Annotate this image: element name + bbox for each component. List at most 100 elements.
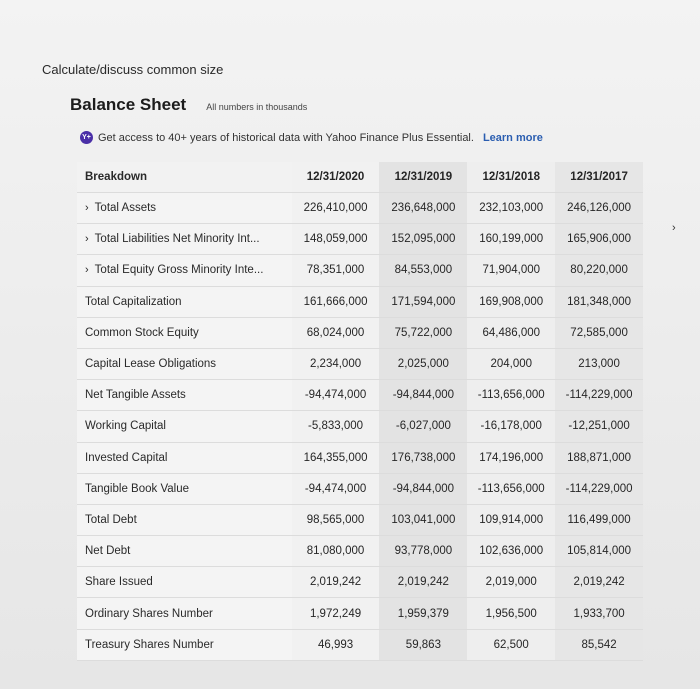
table-cell: 1,956,500: [467, 598, 556, 629]
row-label: Capital Lease Obligations: [77, 348, 292, 380]
table-cell: 59,863: [379, 629, 468, 660]
table-cell: 232,103,000: [467, 193, 556, 224]
table-cell: 204,000: [467, 348, 556, 380]
promo-text: Get access to 40+ years of historical da…: [98, 131, 474, 144]
table-row: Invested Capital 164,355,000 176,738,000 17…: [77, 442, 643, 474]
table-cell: 2,025,000: [379, 348, 468, 380]
table-cell: 164,355,000: [291, 442, 380, 473]
table-header-row: Breakdown 12/31/2020 12/31/2019 12/31/20…: [77, 162, 643, 193]
table-cell: 148,059,000: [291, 224, 380, 255]
table-cell: 213,000: [555, 348, 643, 380]
table-row[interactable]: › Total Liabilities Net Minority Int... 14…: [77, 224, 643, 256]
row-label: Treasury Shares Number: [77, 629, 292, 660]
table-body: › Total Assets 226,410,000 236,648,000 232,1…: [77, 193, 643, 661]
question-prompt: Calculate/discuss common size: [42, 62, 224, 77]
table-row: Ordinary Shares Number 1,972,249 1,959,379…: [77, 598, 643, 630]
table-row: Treasury Shares Number 46,993 59,863 62,500…: [77, 629, 643, 661]
table-cell: -94,844,000: [379, 473, 468, 504]
table-row: Tangible Book Value -94,474,000 -94,844,00…: [77, 473, 643, 505]
table-cell: -94,474,000: [291, 380, 380, 411]
table-cell: -6,027,000: [379, 411, 468, 442]
row-label-text: Total Debt: [85, 513, 137, 526]
table-row: Common Stock Equity 68,024,000 75,722,000 6…: [77, 317, 643, 349]
table-cell: 176,738,000: [379, 442, 468, 473]
table-cell: 188,871,000: [555, 442, 643, 473]
yahoo-plus-icon: Y+: [80, 131, 93, 144]
header-date: 12/31/2018: [467, 162, 556, 192]
table-cell: 72,585,000: [555, 317, 643, 348]
table-cell: 62,500: [467, 629, 556, 660]
table-cell: 1,972,249: [291, 598, 380, 629]
table-row: Working Capital -5,833,000 -6,027,000 -16,1…: [77, 411, 643, 443]
header-breakdown: Breakdown: [77, 162, 292, 192]
table-row: Net Debt 81,080,000 93,778,000 102,636,000 1…: [77, 536, 643, 568]
table-cell: 46,993: [291, 629, 380, 660]
chevron-right-icon[interactable]: ›: [85, 233, 89, 246]
table-cell: 71,904,000: [467, 255, 556, 286]
chevron-right-icon[interactable]: ›: [85, 202, 89, 215]
promo-banner: Y+ Get access to 40+ years of historical…: [80, 131, 543, 144]
table-cell: 2,019,000: [467, 567, 556, 598]
table-cell: 152,095,000: [379, 224, 468, 255]
table-row: Net Tangible Assets -94,474,000 -94,844,00…: [77, 380, 643, 412]
table-cell: -113,656,000: [467, 473, 556, 504]
table-cell: 174,196,000: [467, 442, 556, 473]
row-label-text: Treasury Shares Number: [85, 638, 214, 651]
row-label: Tangible Book Value: [77, 473, 292, 504]
table-cell: 2,019,242: [379, 567, 468, 598]
row-label-text: Capital Lease Obligations: [85, 358, 217, 371]
table-cell: 1,933,700: [555, 598, 643, 629]
table-cell: 161,666,000: [291, 286, 380, 317]
table-row: Total Capitalization 161,666,000 171,594,0…: [77, 286, 643, 318]
row-label-text: Total Equity Gross Minority Inte...: [94, 264, 264, 277]
row-label-text: Total Liabilities Net Minority Int...: [94, 233, 260, 246]
row-label: Total Capitalization: [77, 286, 292, 317]
table-cell: -114,229,000: [555, 380, 643, 411]
table-row[interactable]: › Total Equity Gross Minority Inte... 78,3…: [77, 255, 643, 287]
table-row[interactable]: › Total Assets 226,410,000 236,648,000 232,1…: [77, 193, 643, 225]
row-label: Net Tangible Assets: [77, 380, 292, 411]
page-title: Balance Sheet: [70, 95, 187, 114]
table-cell: -12,251,000: [555, 411, 643, 442]
row-label: Share Issued: [77, 567, 292, 598]
table-cell: 84,553,000: [379, 255, 468, 286]
margin-mark: ›: [672, 222, 676, 234]
row-label[interactable]: › Total Equity Gross Minority Inte...: [77, 255, 292, 286]
table-cell: 78,351,000: [291, 255, 380, 286]
header-date: 12/31/2020: [291, 162, 380, 192]
table-cell: -16,178,000: [467, 411, 556, 442]
table-cell: 169,908,000: [467, 286, 556, 317]
balance-sheet-heading: Balance Sheet All numbers in thousands: [70, 95, 307, 115]
row-label-text: Tangible Book Value: [85, 482, 189, 495]
row-label-text: Ordinary Shares Number: [85, 607, 213, 620]
row-label-text: Net Debt: [85, 545, 131, 558]
table-cell: 2,019,242: [555, 567, 643, 598]
table-cell: 181,348,000: [555, 286, 643, 317]
chevron-right-icon[interactable]: ›: [85, 264, 89, 277]
table-cell: 160,199,000: [467, 224, 556, 255]
table-cell: 68,024,000: [291, 317, 380, 348]
table-cell: 81,080,000: [291, 536, 380, 567]
table-cell: 171,594,000: [379, 286, 468, 317]
row-label-text: Net Tangible Assets: [85, 389, 186, 402]
table-cell: 165,906,000: [555, 224, 643, 255]
row-label: Ordinary Shares Number: [77, 598, 292, 629]
table-cell: 93,778,000: [379, 536, 468, 567]
row-label[interactable]: › Total Liabilities Net Minority Int...: [77, 224, 292, 255]
table-cell: -94,474,000: [291, 473, 380, 504]
balance-sheet-table: Breakdown 12/31/2020 12/31/2019 12/31/20…: [77, 162, 643, 661]
row-label: Total Debt: [77, 504, 292, 536]
row-label: Net Debt: [77, 536, 292, 567]
header-date: 12/31/2019: [379, 162, 468, 192]
row-label-text: Total Assets: [94, 202, 157, 215]
table-cell: 1,959,379: [379, 598, 468, 629]
row-label: Common Stock Equity: [77, 317, 292, 348]
learn-more-link[interactable]: Learn more: [482, 131, 543, 144]
row-label-text: Common Stock Equity: [85, 326, 199, 339]
table-cell: 226,410,000: [291, 193, 380, 224]
table-cell: -113,656,000: [467, 380, 556, 411]
row-label-text: Invested Capital: [85, 451, 168, 464]
row-label[interactable]: › Total Assets: [77, 193, 292, 224]
table-cell: 236,648,000: [379, 193, 468, 224]
row-label: Invested Capital: [77, 442, 292, 473]
